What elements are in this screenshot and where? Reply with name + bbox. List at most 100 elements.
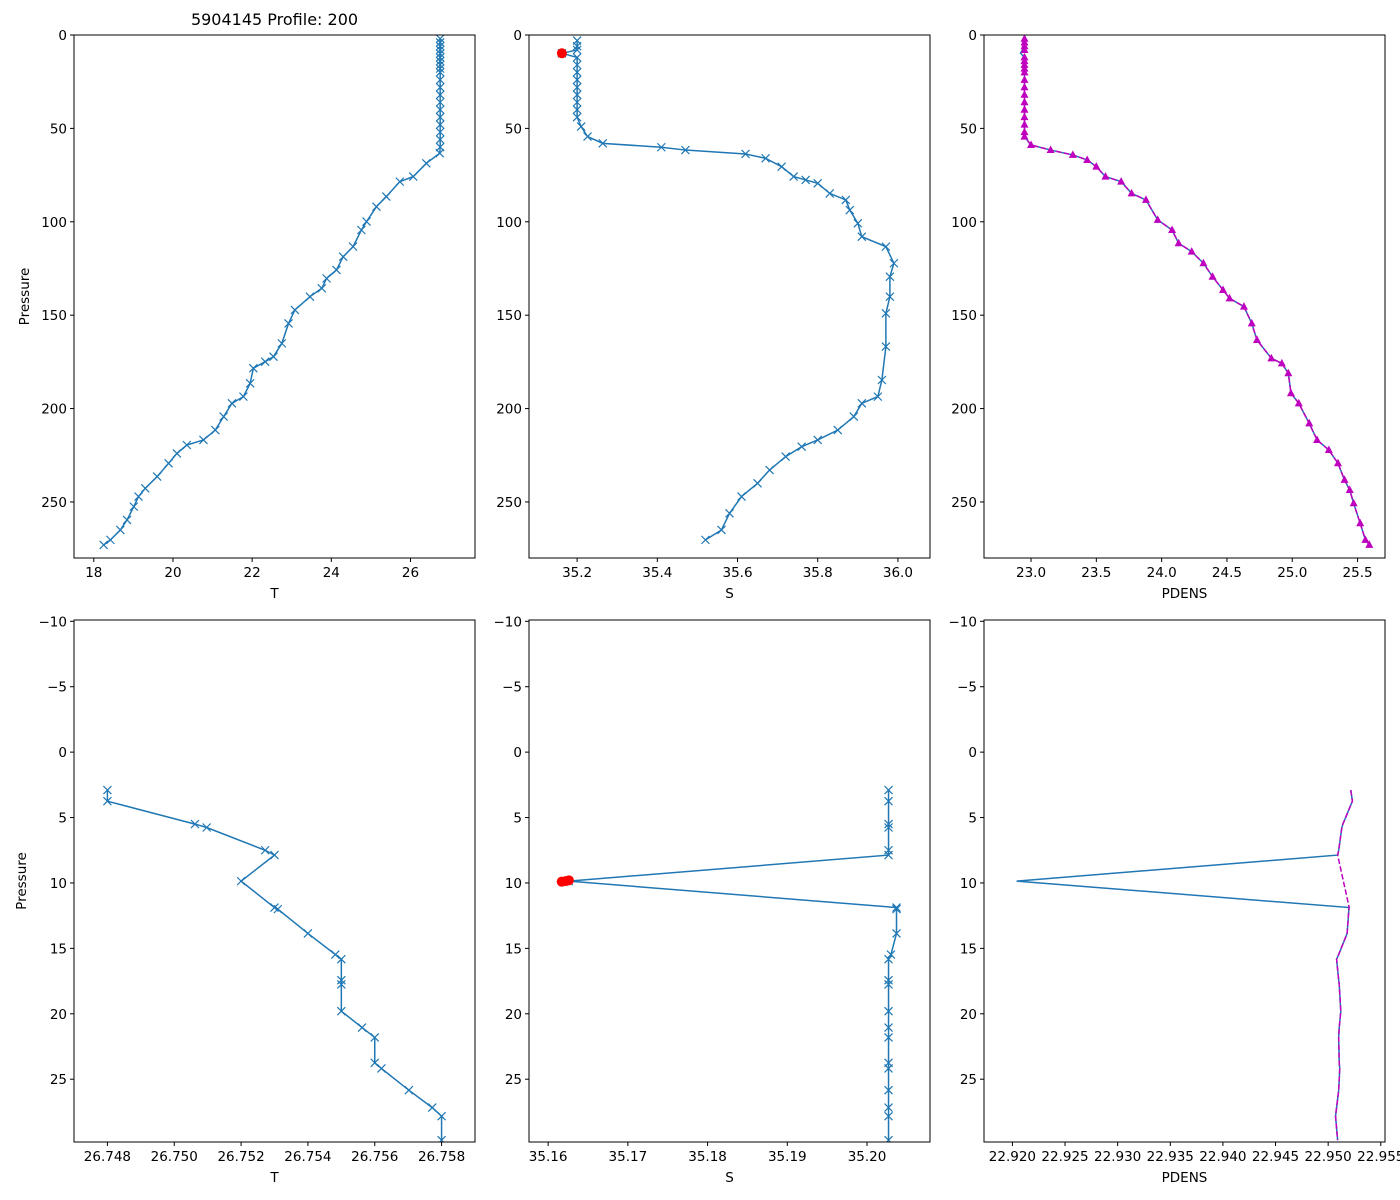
x-tick-label: 22.920 xyxy=(989,1149,1036,1165)
y-tick-label: 100 xyxy=(951,215,977,231)
y-tick-label: 20 xyxy=(50,1007,67,1023)
data-point-x-marker xyxy=(572,112,582,122)
data-point-x-marker xyxy=(182,440,192,450)
x-tick-label: 26 xyxy=(402,565,419,581)
data-point-x-marker xyxy=(102,796,112,806)
data-point-triangle-marker xyxy=(1365,540,1374,548)
data-point-triangle-marker xyxy=(1333,458,1342,467)
data-point-x-marker xyxy=(152,472,162,481)
data-point-x-marker xyxy=(572,75,582,85)
y-tick-label: 200 xyxy=(951,402,977,418)
x-tick-label: 22.955 xyxy=(1357,1149,1400,1165)
x-tick-label: 35.19 xyxy=(768,1149,807,1165)
x-tick-label: 26.754 xyxy=(284,1149,331,1165)
flagged-data-point xyxy=(563,875,574,886)
x-tick-label: 35.6 xyxy=(722,565,752,581)
data-point-x-marker xyxy=(737,492,746,501)
data-point-x-marker xyxy=(884,819,893,829)
data-point-x-marker xyxy=(884,975,893,985)
data-point-x-marker xyxy=(435,64,445,74)
x-tick-label: 35.2 xyxy=(562,565,592,581)
data-point-x-marker xyxy=(284,318,293,328)
data-point-x-marker xyxy=(336,980,346,989)
y-tick-label: 25 xyxy=(960,1072,977,1088)
data-point-triangle-marker xyxy=(1239,302,1248,310)
data-point-triangle-marker xyxy=(1340,475,1349,483)
x-axis-label: T xyxy=(269,586,279,602)
data-point-x-marker xyxy=(172,448,182,458)
data-point-x-marker xyxy=(105,535,115,545)
data-point-x-marker xyxy=(199,435,208,445)
x-tick-label: 22.950 xyxy=(1305,1149,1352,1165)
data-point-x-marker xyxy=(356,225,366,235)
x-tick-label: 20 xyxy=(164,565,181,581)
data-point-x-marker xyxy=(435,52,445,62)
figure-title: 5904145 Profile: 200 xyxy=(190,10,359,29)
data-point-x-marker xyxy=(270,850,279,860)
y-tick-label: 15 xyxy=(505,941,522,957)
series-line-pdens-good- xyxy=(1334,789,1354,1141)
data-point-x-marker xyxy=(857,232,867,242)
flagged-data-point xyxy=(556,48,567,59)
data-point-x-marker xyxy=(813,435,823,445)
data-point-x-marker xyxy=(140,483,150,493)
data-point-x-marker xyxy=(427,1103,437,1113)
data-point-x-marker xyxy=(857,398,867,408)
data-point-triangle-marker xyxy=(1168,225,1177,234)
y-tick-label: 150 xyxy=(41,308,67,324)
data-point-x-marker xyxy=(881,242,891,252)
data-point-x-marker xyxy=(317,283,327,293)
data-point-x-marker xyxy=(322,273,331,283)
data-point-triangle-marker xyxy=(1020,75,1029,83)
data-point-x-marker xyxy=(656,142,666,152)
data-point-x-marker xyxy=(435,112,445,122)
data-point-triangle-marker xyxy=(1284,368,1293,377)
data-point-x-marker xyxy=(845,205,855,215)
data-point-triangle-marker xyxy=(1020,105,1029,113)
data-point-x-marker xyxy=(884,796,893,806)
subplot-top-salinity: 35.2 35.4 35.6 35.8 36.0 0 50 100 150 200 250 S xyxy=(496,28,931,602)
y-tick-label: 10 xyxy=(960,876,977,892)
data-point-x-marker xyxy=(884,1135,893,1142)
data-point-triangle-marker xyxy=(1277,358,1286,367)
data-point-triangle-marker xyxy=(1068,150,1077,158)
data-point-x-marker xyxy=(765,465,775,475)
data-point-x-marker xyxy=(273,904,283,914)
data-point-x-marker xyxy=(435,56,445,66)
x-tick-label: 18 xyxy=(85,565,102,581)
data-point-x-marker xyxy=(717,525,726,535)
data-point-triangle-marker xyxy=(1305,418,1314,427)
data-point-triangle-marker xyxy=(1101,172,1110,180)
data-point-x-marker xyxy=(260,357,270,367)
data-point-x-marker xyxy=(886,950,896,959)
y-tick-label: −10 xyxy=(494,614,523,630)
data-point-x-marker xyxy=(892,903,901,912)
data-point-triangle-marker xyxy=(1153,215,1162,223)
y-tick-label: 250 xyxy=(41,495,67,511)
data-point-x-marker xyxy=(572,105,582,115)
data-point-x-marker xyxy=(849,412,859,422)
data-point-x-marker xyxy=(435,38,445,47)
data-point-triangle-marker xyxy=(1117,177,1126,185)
y-tick-label: 200 xyxy=(41,402,67,418)
plot-area xyxy=(1019,35,1374,548)
data-point-x-marker xyxy=(884,1085,893,1095)
data-point-x-marker xyxy=(583,132,592,142)
x-tick-label: 26.752 xyxy=(217,1149,264,1165)
x-tick-label: 35.16 xyxy=(529,1149,568,1165)
data-point-x-marker xyxy=(892,904,901,914)
x-tick-label: 23.5 xyxy=(1081,565,1111,581)
y-tick-label: 200 xyxy=(496,402,522,418)
data-point-x-marker xyxy=(245,378,255,388)
subplot-top-temperature: 18 20 22 24 26 0 50 100 150 200 250 T Pressure xyxy=(17,28,476,602)
data-point-x-marker xyxy=(260,845,270,855)
data-point-x-marker xyxy=(884,850,893,860)
data-point-x-marker xyxy=(239,392,248,402)
data-point-triangle-marker xyxy=(1092,162,1101,170)
data-point-x-marker xyxy=(435,49,445,59)
y-tick-label: 20 xyxy=(505,1007,522,1023)
data-point-triangle-marker xyxy=(1208,272,1217,280)
y-tick-label: −10 xyxy=(949,614,978,630)
data-point-x-marker xyxy=(277,338,287,348)
data-point-triangle-marker xyxy=(1225,293,1234,302)
